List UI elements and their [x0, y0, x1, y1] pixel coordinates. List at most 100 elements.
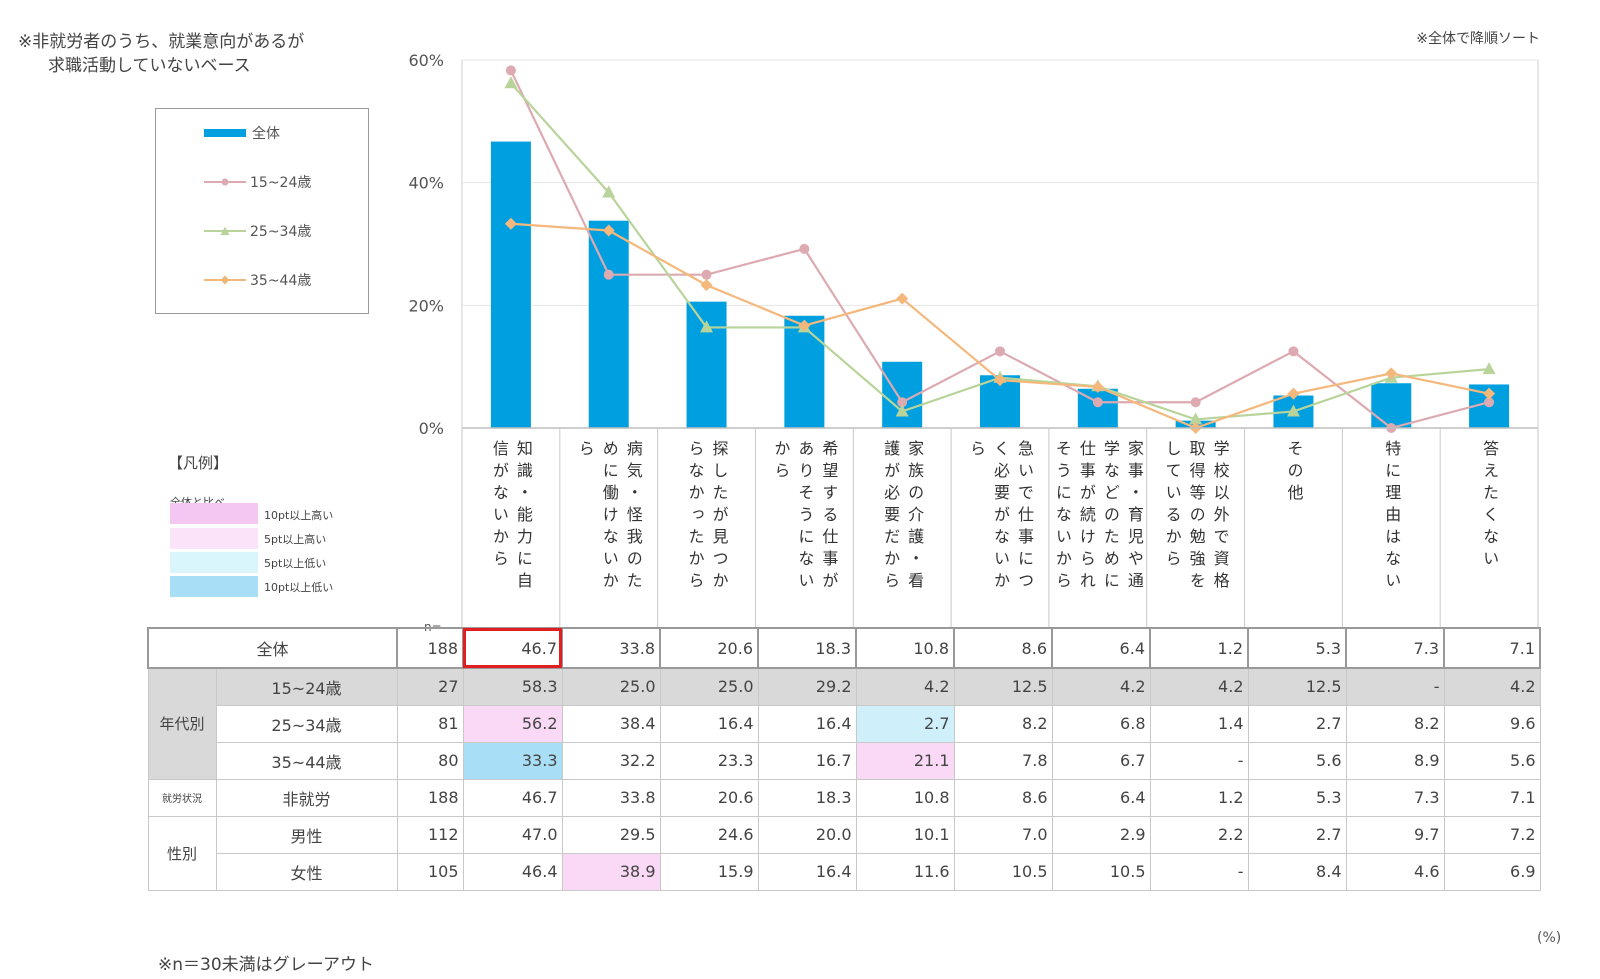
table-cell: 2.7: [855, 704, 955, 743]
row-label: 15~24歳: [215, 667, 398, 706]
table-cell: 46.7: [462, 778, 563, 817]
table-cell: 20.6: [659, 627, 759, 669]
table-row: 全体 188 46.7 33.8 20.6 18.3 10.8 8.6 6.4 1.2 5.3 7.3…: [147, 627, 1541, 669]
legend-label: 35~44歳: [250, 273, 312, 289]
table-cell: 38.9: [561, 852, 661, 891]
point: [602, 224, 615, 237]
base-note-line2: 求職活動していないベース: [48, 56, 251, 76]
table-cell: 18.3: [757, 627, 857, 669]
point: [1287, 387, 1300, 400]
series-line: [510, 82, 1490, 421]
point: [1484, 397, 1495, 408]
row-n-value: 27: [396, 667, 464, 706]
bar: [588, 220, 629, 428]
table-cell: 8.4: [1247, 852, 1347, 891]
category-label-line: 学校以外で資格: [1210, 440, 1230, 594]
table-cell: 8.6: [953, 778, 1053, 817]
category-label-line: 病気・怪我のた: [623, 440, 643, 594]
highlight-swatch-high5: [170, 528, 258, 549]
highlight-swatch-low10: [170, 576, 258, 597]
category-label-line: 希望する仕事が: [819, 440, 839, 594]
row-n-value: 188: [396, 778, 464, 817]
table-cell: 15.9: [659, 852, 759, 891]
table-cell: 21.1: [855, 741, 955, 780]
point: [505, 65, 516, 76]
category-label-line: 家事・育児や通: [1124, 440, 1144, 594]
highlight-swatch-high10: [170, 503, 258, 524]
row-label: 男性: [215, 815, 398, 854]
table-cell: 38.4: [561, 704, 661, 743]
data-table: 全体 188 46.7 33.8 20.6 18.3 10.8 8.6 6.4 1.2 5.3 7.3…: [147, 627, 1541, 891]
table-cell: 7.8: [953, 741, 1053, 780]
table-cell: 5.6: [1443, 741, 1541, 780]
point: [994, 374, 1006, 387]
base-note: ※非就労者のうち、就業意向があるが 求職活動していないベース: [18, 30, 304, 78]
category-label-line: 家族の介護・看: [905, 440, 925, 594]
bar: [1371, 383, 1412, 428]
table-cell: 6.4: [1051, 778, 1151, 817]
category-label-line: そうにないから: [1052, 440, 1072, 594]
category-label: 希望する仕事が ありそうにない から: [755, 440, 853, 620]
legend-label: 25~34歳: [250, 224, 312, 240]
category-label-line: から: [771, 440, 791, 484]
highlight-label-low5: 5pt以上低い: [264, 557, 327, 570]
legend-swatch-bar: [204, 129, 246, 137]
table-cell: -: [1149, 852, 1249, 891]
category-label-line: ら: [966, 440, 986, 462]
legend-marker-diamond: [204, 275, 246, 285]
table-cell: 10.8: [855, 778, 955, 817]
table-cell: 56.2: [462, 704, 563, 743]
highlight-label-high10: 10pt以上高い: [264, 509, 334, 522]
table-cell: 10.5: [953, 852, 1053, 891]
table-cell: 33.3: [462, 741, 563, 780]
category-label: 特に理由はない: [1342, 440, 1440, 620]
category-label-line: 仕事が続けられ: [1076, 440, 1096, 594]
category-label: 探したが見つか らなかったから: [658, 440, 756, 620]
point: [895, 404, 909, 417]
category-label: 学校以外で資格 取得等の勉強を しているから: [1147, 440, 1245, 620]
point: [995, 346, 1005, 357]
category-label-line: 知識・能力に自: [513, 440, 533, 594]
point: [504, 217, 517, 230]
table-cell: 8.9: [1345, 741, 1445, 780]
table-cell: 2.9: [1051, 815, 1151, 854]
chart-legend: 全体 15~24歳 25~34歳 35~44歳: [155, 108, 369, 314]
table-cell: 6.4: [1051, 627, 1151, 669]
table-cell: 1.2: [1149, 627, 1249, 669]
point: [504, 76, 518, 89]
category-label-line: しているから: [1162, 440, 1182, 572]
category-label-line: その他: [1284, 440, 1304, 506]
table-cell: 4.2: [1051, 667, 1151, 706]
table-cell: 4.2: [1443, 667, 1541, 706]
table-cell: 16.4: [757, 852, 857, 891]
row-n-value: 80: [396, 741, 464, 780]
y-tick-label: 0%: [419, 419, 444, 438]
table-cell: 33.8: [561, 627, 661, 669]
table-cell: 1.2: [1149, 778, 1249, 817]
row-group-label: 年代別: [147, 667, 217, 780]
row-group-label: 性別: [147, 815, 217, 891]
category-label-line: めに働けないか: [599, 440, 619, 594]
category-label-line: 答えたくない: [1480, 440, 1500, 572]
table-cell: 12.5: [953, 667, 1053, 706]
table-row: 35~44歳 80 33.3 32.2 23.3 16.7 21.1 7.8 6.7-5.6 8.…: [148, 741, 1541, 780]
table-cell: 33.8: [561, 778, 661, 817]
table-cell: 20.0: [757, 815, 857, 854]
table-cell: 46.4: [462, 852, 563, 891]
row-n-value: 105: [396, 852, 464, 891]
table-cell: 10.5: [1051, 852, 1151, 891]
table-cell: 29.5: [561, 815, 661, 854]
table-cell: 6.8: [1051, 704, 1151, 743]
point: [1288, 346, 1299, 357]
point: [1286, 404, 1300, 417]
point: [700, 320, 714, 333]
row-n-value: 81: [396, 704, 464, 743]
row-label: 女性: [215, 852, 398, 891]
highlight-label-high5: 5pt以上高い: [264, 533, 327, 546]
table-cell: 10.8: [855, 627, 955, 669]
category-label-line: 探したが見つか: [709, 440, 729, 594]
bar: [784, 315, 825, 428]
table-cell: 7.1: [1443, 627, 1541, 669]
legend-item-25-34: 25~34歳: [204, 221, 311, 241]
row-label: 35~44歳: [215, 741, 398, 780]
